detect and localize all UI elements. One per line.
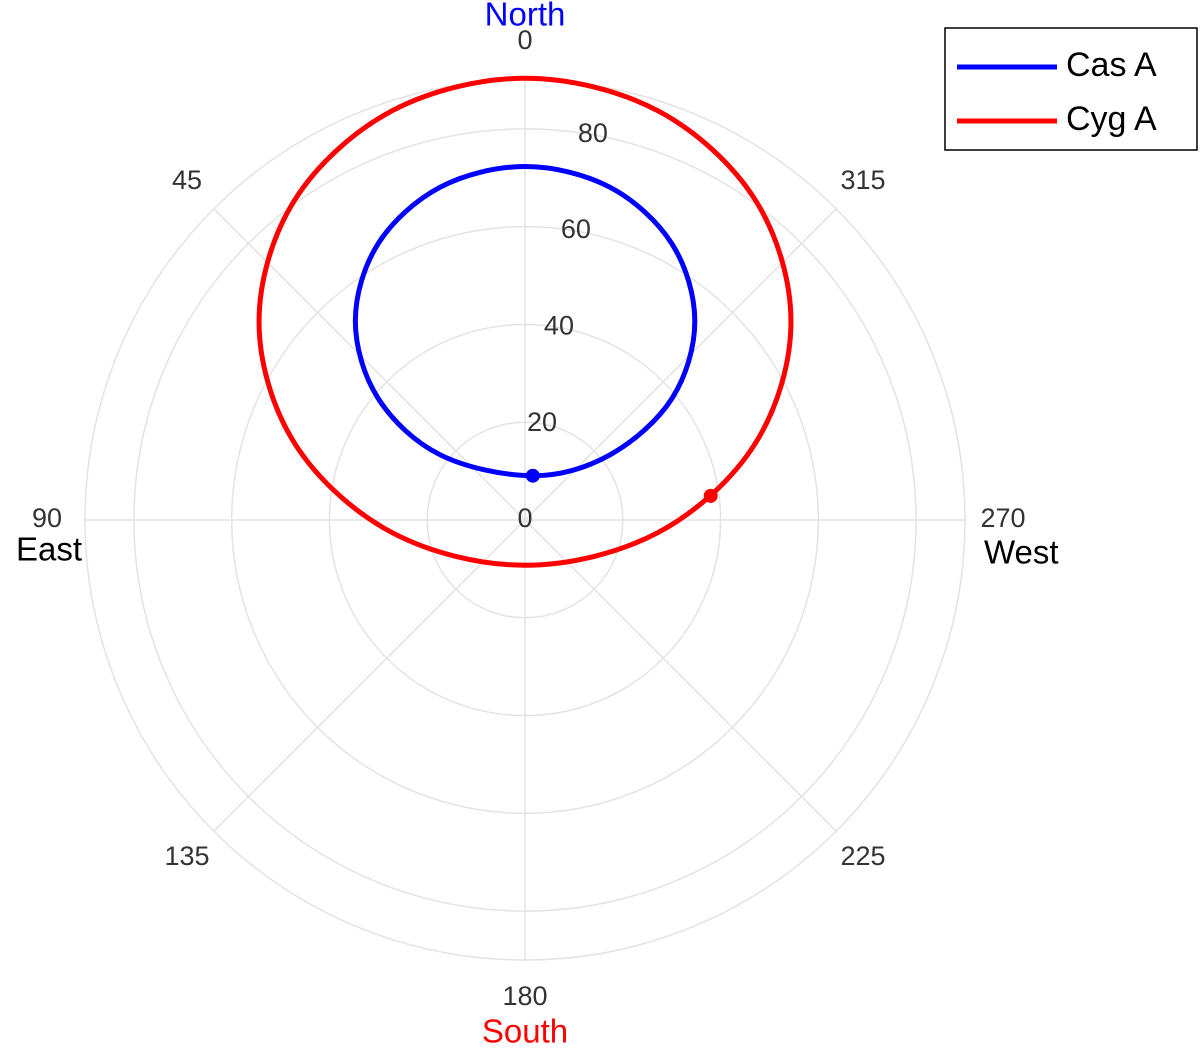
track-line [256,75,794,568]
theta-tick-label: 45 [172,165,202,195]
theta-tick-label: 135 [164,841,209,871]
theta-tick-label: 270 [980,503,1025,533]
direction-label: South [482,1013,568,1050]
r-tick-label: 80 [578,118,608,148]
r-tick-label: 0 [517,503,532,533]
theta-tick-label: 180 [502,981,547,1011]
direction-label: West [984,534,1059,571]
legend-label: Cyg A [1066,100,1157,138]
theta-tick-label: 225 [840,841,885,871]
r-tick-label: 40 [544,311,574,341]
r-tick-label: 20 [527,407,557,437]
direction-label: North [485,0,566,33]
theta-tick-label: 0 [517,25,532,55]
grid-spoke [524,519,837,832]
r-tick-label: 60 [561,214,591,244]
position-marker [703,488,718,503]
grid-spoke [213,519,526,832]
theta-tick-label: 315 [840,165,885,195]
legend-box [944,27,1198,151]
direction-label: East [16,531,82,568]
legend-label: Cas A [1066,46,1157,84]
theta-tick-label: 90 [32,503,62,533]
position-marker [525,468,540,483]
